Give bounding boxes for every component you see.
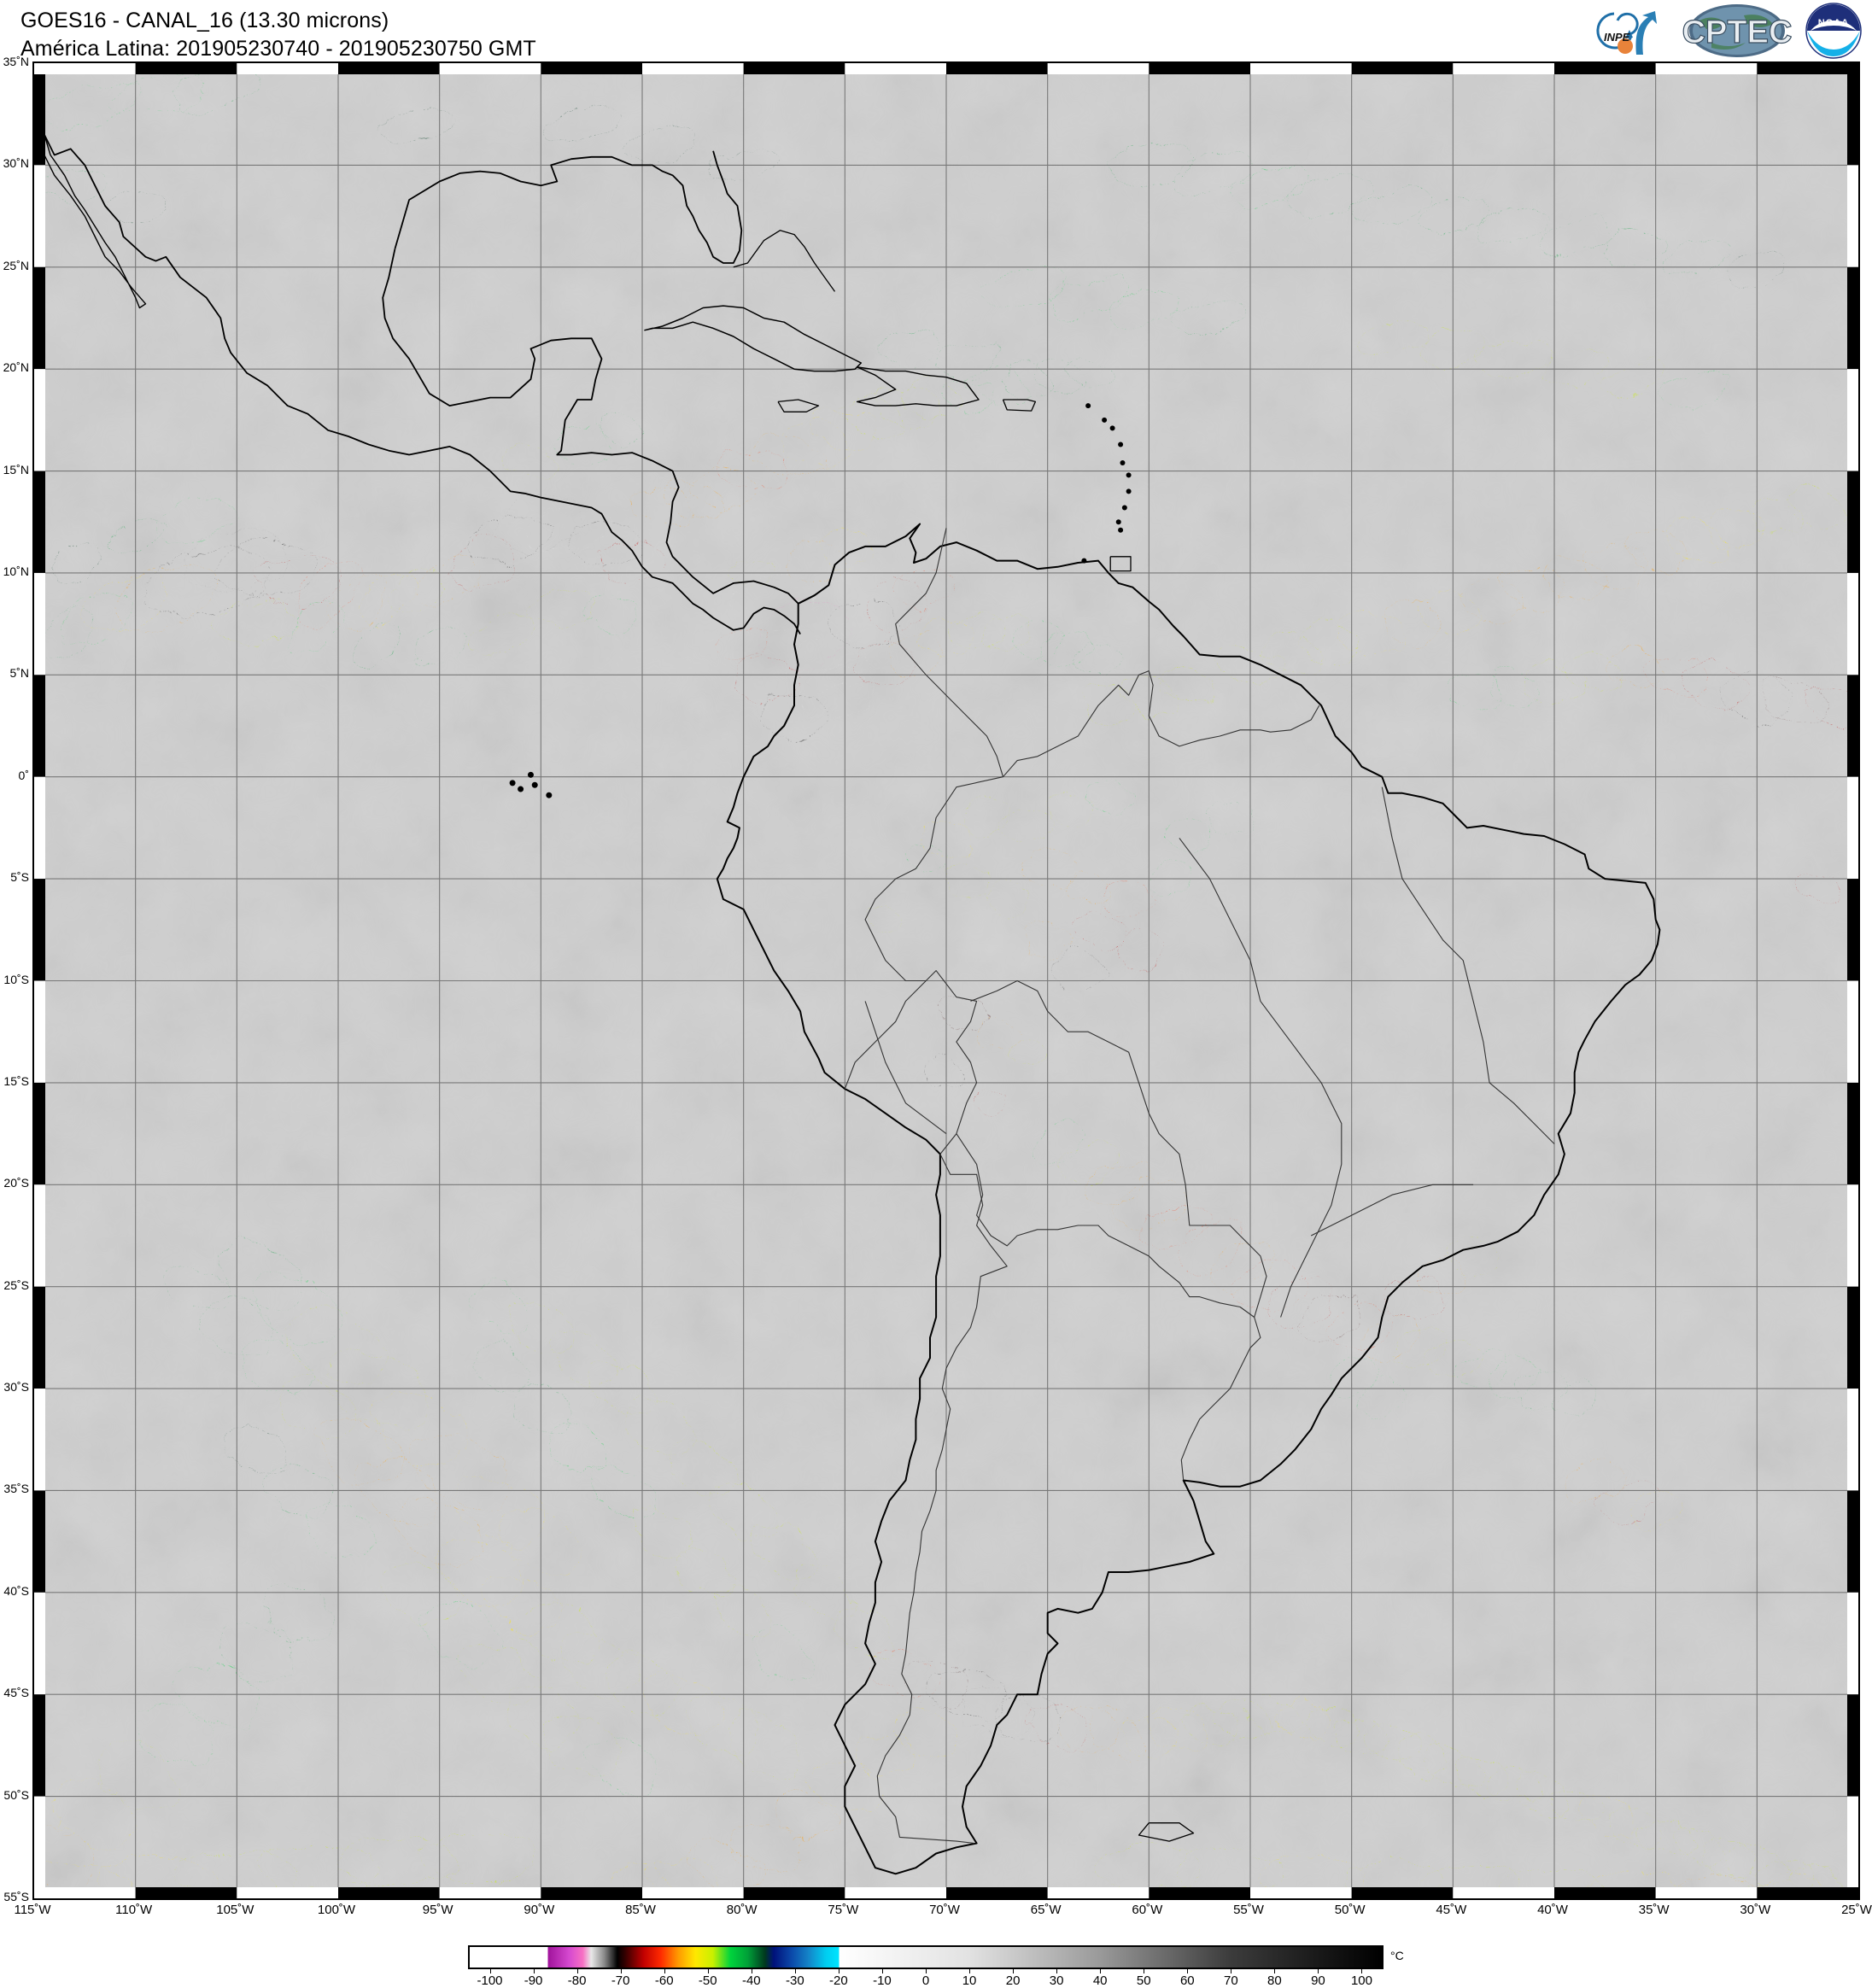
lat-tick-label: 25˚S [3,1278,29,1292]
colorbar-tick-label: -10 [873,1973,892,1988]
colorbar-gradient [468,1945,1384,1969]
title-line-primary: GOES16 - CANAL_16 (13.30 microns) [20,9,389,32]
colorbar-tick [1361,1969,1363,1973]
colorbar-tick-label: -70 [611,1973,630,1988]
lon-tick-label: 55˚W [1233,1903,1264,1917]
colorbar-tick [1318,1969,1319,1973]
colorbar-tick-label: 40 [1092,1973,1108,1988]
lon-tick-label: 50˚W [1334,1903,1366,1917]
colorbar-tick-label: -80 [567,1973,587,1988]
lon-tick-label: 115˚W [14,1903,51,1917]
lat-tick-label: 10˚N [3,564,29,578]
lat-tick-label: 50˚S [3,1787,29,1802]
logo-bar: INPE CPTEC NOAA [1585,2,1863,61]
lon-tick-label: 25˚W [1841,1903,1872,1917]
colorbar [468,1945,1384,1969]
lat-tick-label: 55˚S [3,1890,29,1903]
lon-tick-label: 75˚W [828,1903,859,1917]
colorbar-tick-label: 60 [1179,1973,1195,1988]
header: GOES16 - CANAL_16 (13.30 microns) Améric… [0,0,1872,61]
colorbar-tick [794,1969,796,1973]
lat-tick-label: 5˚S [10,870,29,885]
colorbar-tick-label: -40 [741,1973,761,1988]
colorbar-tick-label: 50 [1136,1973,1151,1988]
colorbar-tick-label: -100 [477,1973,503,1988]
satellite-imagery [34,63,1858,1898]
colorbar-tick-label: -90 [524,1973,543,1988]
colorbar-tick-label: 20 [1005,1973,1021,1988]
lon-tick-label: 80˚W [726,1903,758,1917]
colorbar-tick-label: -20 [829,1973,848,1988]
colorbar-unit-label: °C [1390,1949,1404,1962]
colorbar-tick [533,1969,535,1973]
colorbar-tick [576,1969,578,1973]
colorbar-tick [969,1969,971,1973]
longitude-axis: 115˚W 110˚W 105˚W 100˚W 95˚W 90˚W 85˚W 80˚W 75˚W… [14,1903,1871,1928]
lat-tick-label: 30˚N [3,156,29,171]
colorbar-tick-label: 90 [1311,1973,1325,1988]
lat-tick-label: 10˚S [3,972,29,986]
colorbar-tick [1013,1969,1015,1973]
svg-text:NOAA: NOAA [1818,18,1849,28]
colorbar-tick [1056,1969,1058,1973]
satellite-image-canvas [34,63,1858,1898]
lat-tick-label: 40˚S [3,1583,29,1598]
lon-tick-label: 100˚W [317,1903,356,1917]
lon-tick-label: 40˚W [1537,1903,1568,1917]
colorbar-tick-label: 30 [1049,1973,1064,1988]
latitude-axis: 35˚N 30˚N 25˚N 20˚N 15˚N 10˚N 5˚N 0˚ 5˚S 10˚S 15˚S… [0,55,32,1903]
lon-tick-label: 95˚W [422,1903,453,1917]
colorbar-tick [1187,1969,1189,1973]
colorbar-tick [664,1969,665,1973]
colorbar-tick-label: 80 [1267,1973,1282,1988]
page-title: GOES16 - CANAL_16 (13.30 microns) Améric… [20,7,536,63]
lon-tick-label: 45˚W [1436,1903,1467,1917]
lon-tick-label: 30˚W [1740,1903,1771,1917]
lon-tick-label: 65˚W [1030,1903,1062,1917]
lat-tick-label: 25˚N [3,258,29,272]
colorbar-tick [707,1969,709,1973]
lat-tick-label: 20˚S [3,1176,29,1190]
colorbar-tick-label: 0 [921,1973,930,1988]
lon-tick-label: 70˚W [929,1903,960,1917]
lon-tick-label: 90˚W [524,1903,555,1917]
noaa-logo: NOAA [1804,2,1863,60]
colorbar-tick-label: 100 [1350,1973,1372,1988]
colorbar-ticks: -100 -90 -80 -70 -60 -50 -40 -30 -20 -10 0 10 20 30 40… [468,1969,1384,1988]
lat-tick-label: 30˚S [3,1380,29,1395]
inpe-logo: INPE [1585,2,1670,60]
lat-tick-label: 45˚S [3,1686,29,1700]
lat-tick-label: 5˚N [9,666,29,681]
colorbar-tick [1100,1969,1102,1973]
satellite-map[interactable] [32,61,1860,1900]
colorbar-tick-label: -60 [654,1973,674,1988]
lon-tick-label: 35˚W [1638,1903,1670,1917]
colorbar-tick-label: -50 [698,1973,717,1988]
lat-tick-label: 15˚S [3,1073,29,1088]
lat-tick-label: 35˚N [3,55,29,68]
lat-tick-label: 35˚S [3,1482,29,1496]
title-line-secondary: América Latina: 201905230740 - 201905230… [20,37,536,61]
colorbar-tick [489,1969,491,1973]
colorbar-tick-label: -30 [786,1973,804,1988]
svg-text:CPTEC: CPTEC [1682,15,1792,50]
lon-tick-label: 105˚W [216,1903,254,1917]
colorbar-tick [1274,1969,1276,1973]
colorbar-tick [926,1969,927,1973]
lon-tick-label: 110˚W [115,1903,153,1917]
cptec-logo: CPTEC [1682,2,1792,60]
colorbar-tick-label: 10 [962,1973,977,1988]
lon-tick-label: 85˚W [625,1903,656,1917]
colorbar-tick [881,1969,883,1973]
lat-tick-label: 0˚ [18,768,29,782]
svg-text:INPE: INPE [1604,31,1630,44]
lat-tick-label: 20˚N [3,360,29,375]
lat-tick-label: 15˚N [3,462,29,477]
lon-tick-label: 60˚W [1132,1903,1163,1917]
colorbar-tick-label: 70 [1223,1973,1238,1988]
colorbar-tick [620,1969,622,1973]
